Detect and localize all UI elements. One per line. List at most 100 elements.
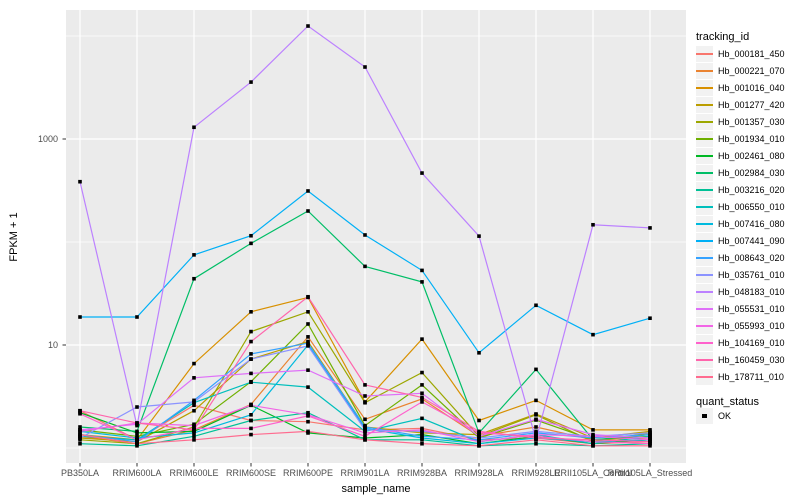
legend-line-icon bbox=[696, 188, 713, 191]
data-point bbox=[363, 65, 367, 69]
legend-key-swatch bbox=[696, 266, 713, 283]
data-point bbox=[135, 439, 139, 444]
legend-line-icon bbox=[696, 341, 713, 344]
data-point bbox=[591, 444, 595, 448]
data-point bbox=[477, 350, 481, 355]
data-point bbox=[591, 441, 595, 446]
legend-title-tracking-id: tracking_id bbox=[696, 31, 750, 43]
legend-item-Hb_001016_040: Hb_001016_040 bbox=[696, 79, 785, 96]
legend-key-swatch bbox=[696, 147, 713, 164]
data-point bbox=[249, 352, 253, 356]
legend-item-Hb_000221_070: Hb_000221_070 bbox=[696, 62, 785, 79]
legend-key-swatch bbox=[696, 181, 713, 198]
legend-key-swatch bbox=[696, 96, 713, 113]
legend-line-icon bbox=[696, 69, 713, 72]
data-point bbox=[78, 179, 82, 184]
legend-line-icon bbox=[696, 307, 713, 310]
data-point bbox=[135, 405, 139, 409]
data-point bbox=[534, 441, 538, 446]
data-point bbox=[648, 438, 652, 442]
data-point bbox=[249, 418, 253, 423]
legend-line-icon bbox=[696, 154, 713, 157]
data-point bbox=[420, 280, 424, 284]
data-point bbox=[477, 234, 481, 238]
legend-key-swatch bbox=[696, 334, 713, 351]
legend-item-Hb_007441_090: Hb_007441_090 bbox=[696, 232, 785, 249]
quant-status-label: OK bbox=[718, 410, 732, 421]
legend-line-icon bbox=[696, 324, 713, 327]
data-point bbox=[477, 434, 481, 439]
data-point bbox=[420, 428, 424, 432]
data-point bbox=[420, 268, 424, 273]
data-point bbox=[363, 233, 367, 237]
x-axis-title: sample_name bbox=[341, 483, 411, 495]
data-point bbox=[249, 310, 253, 314]
legend-line-icon bbox=[696, 103, 713, 106]
data-point bbox=[363, 428, 367, 432]
point-square-icon bbox=[702, 413, 707, 418]
legend-item-label: Hb_048183_010 bbox=[718, 286, 785, 297]
x-tick-label-RRII105LA_Control: RRII105LA_Control bbox=[553, 468, 633, 478]
legend-item-label: Hb_002984_030 bbox=[718, 167, 785, 178]
data-point bbox=[192, 276, 196, 281]
data-point bbox=[477, 438, 481, 442]
data-point bbox=[477, 418, 481, 423]
x-tick-label-PB350LA: PB350LA bbox=[60, 468, 100, 478]
legend-line-icon bbox=[696, 205, 713, 208]
data-point bbox=[420, 438, 424, 442]
data-point bbox=[192, 400, 196, 404]
legend-line-icon bbox=[696, 239, 713, 242]
data-point bbox=[477, 441, 481, 446]
legend-line-icon bbox=[696, 256, 713, 259]
data-point bbox=[249, 329, 253, 334]
legend-key-swatch bbox=[696, 215, 713, 232]
data-point bbox=[135, 444, 139, 448]
x-tick-label-RRIM928BA: RRIM928BA bbox=[396, 468, 448, 478]
data-point bbox=[306, 344, 310, 348]
legend-item-label: Hb_002461_080 bbox=[718, 150, 785, 161]
data-point bbox=[363, 400, 367, 405]
legend-line-icon bbox=[696, 222, 713, 225]
data-point bbox=[306, 294, 310, 299]
data-point bbox=[420, 370, 424, 375]
data-point bbox=[192, 376, 196, 380]
legend-item-label: Hb_007416_080 bbox=[718, 218, 785, 229]
x-tick-label-RRIM928LE: RRIM928LE bbox=[511, 468, 561, 478]
data-point bbox=[78, 432, 82, 437]
legend-item-Hb_160459_030: Hb_160459_030 bbox=[696, 351, 785, 368]
legend-title-quant-status: quant_status bbox=[696, 396, 759, 408]
legend-item-Hb_104169_010: Hb_104169_010 bbox=[696, 334, 785, 351]
legend-line-icon bbox=[696, 137, 713, 140]
data-point bbox=[78, 425, 82, 429]
legend-item-Hb_048183_010: Hb_048183_010 bbox=[696, 283, 785, 300]
legend-line-icon bbox=[696, 52, 713, 55]
data-point bbox=[648, 226, 652, 230]
chart-panel bbox=[62, 10, 686, 467]
data-point bbox=[420, 337, 424, 341]
data-point bbox=[78, 436, 82, 440]
legend-key-swatch bbox=[696, 232, 713, 249]
data-point bbox=[192, 408, 196, 413]
data-point bbox=[363, 417, 367, 422]
legend-line-icon bbox=[696, 120, 713, 123]
data-point bbox=[192, 361, 196, 366]
legend-key-swatch bbox=[696, 164, 713, 181]
legend-line-icon bbox=[696, 358, 713, 361]
data-point bbox=[534, 303, 538, 308]
data-point bbox=[306, 368, 310, 372]
data-point bbox=[363, 394, 367, 398]
legend-key-swatch bbox=[696, 351, 713, 368]
data-point bbox=[477, 444, 481, 448]
data-point bbox=[78, 429, 82, 434]
x-tick-label-RRIM600LE: RRIM600LE bbox=[169, 468, 219, 478]
data-point bbox=[78, 315, 82, 319]
data-point bbox=[249, 241, 253, 246]
data-point bbox=[648, 436, 652, 440]
data-point bbox=[306, 414, 310, 418]
data-point bbox=[249, 371, 253, 376]
data-point bbox=[420, 383, 424, 387]
legend-key-swatch bbox=[696, 130, 713, 147]
legend-key-swatch bbox=[696, 368, 713, 385]
data-point bbox=[78, 411, 82, 416]
data-point bbox=[648, 439, 652, 444]
